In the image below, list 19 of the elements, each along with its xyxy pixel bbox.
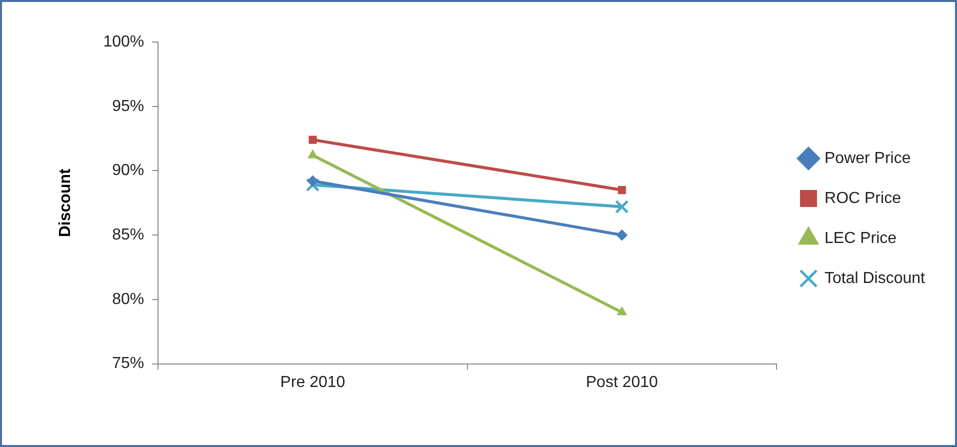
legend-label: ROC Price <box>824 190 902 207</box>
legend-label: LEC Price <box>824 230 897 247</box>
y-tick-label: 75% <box>112 355 144 372</box>
y-tick-label: 85% <box>112 226 144 244</box>
point <box>618 186 626 194</box>
point <box>308 136 317 144</box>
point <box>307 176 318 187</box>
legend-label: Total Discount <box>824 270 926 287</box>
y-tick-label: 95% <box>112 98 144 115</box>
y-tick-label: 90% <box>112 162 144 180</box>
y-axis-title: Discount <box>57 168 74 238</box>
point <box>306 178 320 192</box>
x-tick-label: Pre 2010 <box>280 374 346 391</box>
y-tick-label: 100% <box>103 33 144 50</box>
x-tick-label: Post 2010 <box>586 374 658 391</box>
legend-label: Power Price <box>824 150 911 167</box>
y-tick-label: 80% <box>112 290 144 308</box>
point <box>616 230 628 241</box>
point <box>615 200 629 214</box>
